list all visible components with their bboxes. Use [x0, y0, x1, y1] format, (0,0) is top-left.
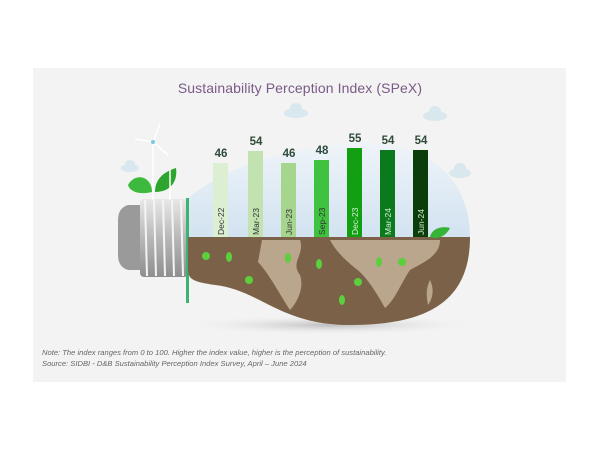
- bar-label: Sep-23: [317, 207, 327, 235]
- bar-value: 54: [249, 136, 263, 148]
- tree-icons: [202, 252, 406, 305]
- shadow: [180, 315, 480, 335]
- bar-value: 48: [315, 145, 329, 157]
- source-text: Source: SIDBI - D&B Sustainability Perce…: [42, 359, 307, 368]
- bar-dec-23: [347, 148, 362, 237]
- leaf-icon: [128, 168, 450, 238]
- bar-label: Mar-23: [251, 208, 261, 235]
- bar-value: 46: [282, 148, 296, 160]
- wind-turbine-icon: [134, 123, 171, 200]
- bar-jun-23: [281, 163, 296, 237]
- bar-label: Mar-24: [383, 208, 393, 235]
- bar-sep-23: [314, 160, 329, 237]
- chart-title: Sustainability Perception Index (SPeX): [177, 80, 423, 96]
- bar-label: Jun-23: [284, 209, 294, 235]
- bar-label: Jun-24: [416, 209, 426, 235]
- bar-value: 55: [348, 133, 362, 145]
- bar-mar-23: [248, 151, 263, 237]
- bar-dec-22: [213, 163, 228, 237]
- bar-label: Dec-22: [216, 207, 226, 235]
- bar-jun-24: [413, 150, 428, 237]
- cloud-icon: [121, 103, 471, 178]
- bar-mar-24: [380, 150, 395, 237]
- bar-label: Dec-23: [350, 207, 360, 235]
- bar-value: 54: [414, 135, 428, 147]
- note-text: Note: The index ranges from 0 to 100. Hi…: [42, 348, 387, 357]
- bar-value: 54: [381, 135, 395, 147]
- bar-value: 46: [214, 148, 228, 160]
